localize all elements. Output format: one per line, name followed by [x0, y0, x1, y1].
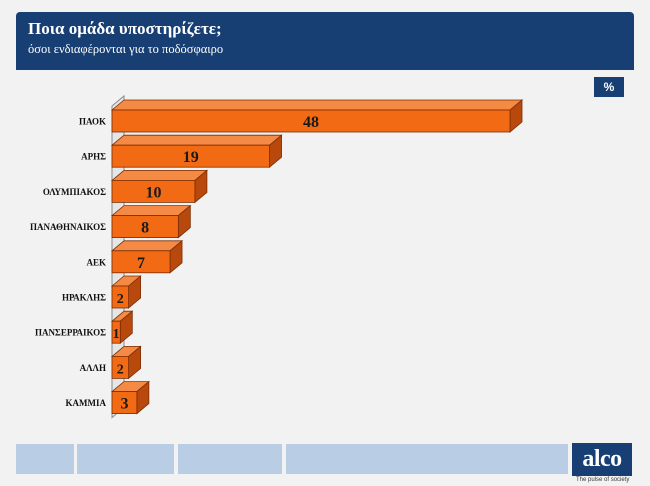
footer-block: [286, 444, 568, 474]
data-label: 10: [145, 184, 161, 201]
category-label: ΑΡΗΣ: [81, 152, 106, 162]
bar: [111, 215, 179, 239]
footer-block: [178, 444, 282, 474]
bar: [111, 109, 511, 133]
bar-top: [110, 169, 209, 181]
bar-top: [110, 134, 283, 146]
footer-block: [16, 444, 74, 474]
data-label: 48: [303, 114, 319, 131]
data-label: 2: [117, 292, 124, 307]
data-label: 7: [137, 255, 145, 272]
bar: [111, 355, 129, 379]
bar: [111, 179, 196, 203]
bar: [111, 320, 121, 344]
bar: [111, 285, 129, 309]
category-label: ΠΑΟΚ: [79, 117, 106, 127]
alco-logo: alco: [572, 443, 632, 476]
footer-block: [77, 444, 174, 474]
data-label: 1: [113, 327, 120, 342]
chart-header: Ποια ομάδα υποστηρίζετε; όσοι ενδιαφέρον…: [16, 12, 634, 70]
data-label: 3: [120, 396, 128, 413]
data-label: 2: [117, 362, 124, 377]
category-label: ΟΛΥΜΠΙΑΚΟΣ: [43, 187, 106, 197]
category-label: ΠΑΝΣΕΡΡΑΙΚΟΣ: [35, 328, 106, 338]
bar: [111, 391, 138, 415]
category-label: ΑΛΛΗ: [80, 363, 106, 373]
bar-chart: ΠΑΟΚ 48 ΑΡΗΣ 19 ΟΛΥΜΠΙΑΚΟΣ 10 ΠΑΝΑΘΗΝΑΙΚΟΣ 8 ΑΕΚ…: [30, 94, 524, 419]
data-label: 8: [141, 220, 149, 237]
category-label: ΚΑΜΜΙΑ: [66, 398, 107, 408]
bar: [111, 144, 270, 168]
bar: [111, 250, 171, 274]
chart-title: Ποια ομάδα υποστηρίζετε;: [28, 19, 222, 38]
bar-top: [110, 205, 192, 217]
data-label: 19: [183, 149, 199, 166]
bar-top: [110, 99, 524, 111]
unit-badge: %: [594, 77, 624, 97]
logo-tagline: The pulse of society: [576, 477, 630, 483]
category-label: ΑΕΚ: [86, 257, 106, 267]
chart-subtitle: όσοι ενδιαφέρονται για το ποδόσφαιρο: [28, 42, 224, 56]
category-label: ΗΡΑΚΛΗΣ: [62, 293, 106, 303]
category-label: ΠΑΝΑΘΗΝΑΙΚΟΣ: [30, 222, 106, 232]
